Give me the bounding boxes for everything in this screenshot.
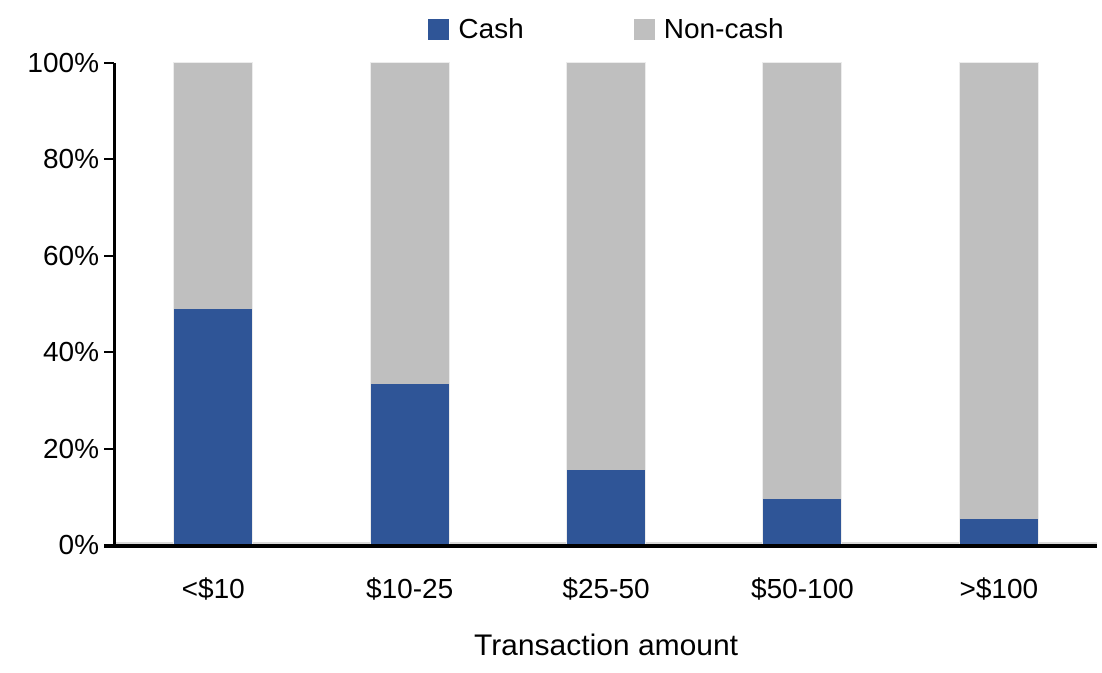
- x-axis-title: Transaction amount: [473, 629, 739, 662]
- y-tick-label: 80%: [42, 143, 99, 175]
- y-tick-label: 60%: [42, 239, 99, 271]
- y-axis-line: [113, 63, 116, 546]
- bar-segment-cash: [370, 383, 449, 545]
- legend-label: Cash: [458, 13, 524, 44]
- bar--10-25: [369, 62, 450, 546]
- x-axis-line: [104, 544, 1097, 548]
- y-axis-tick: [104, 447, 114, 450]
- x-tick-label: <$10: [181, 573, 245, 604]
- chart-legend: Cash Non-cash: [115, 14, 1097, 44]
- bar--10: [173, 62, 254, 546]
- y-axis-tick: [104, 158, 114, 161]
- y-tick-label: 40%: [42, 336, 99, 368]
- bar-segment-cash: [174, 308, 253, 545]
- bar-segment-cash: [763, 499, 842, 545]
- plot-area: [115, 62, 1097, 546]
- legend-item-cash: Cash: [428, 13, 524, 44]
- x-tick-label: $25-50: [562, 573, 650, 604]
- y-axis-tick: [104, 254, 114, 257]
- y-tick-label: 0%: [58, 529, 99, 560]
- y-axis-tick: [104, 62, 114, 64]
- x-tick-label: $10-25: [366, 573, 454, 604]
- bar--50-100: [762, 62, 843, 546]
- bar--100: [958, 62, 1039, 546]
- bar-segment-non-cash: [370, 63, 449, 384]
- legend-item-non-cash: Non-cash: [633, 13, 784, 44]
- y-tick-label: 100%: [27, 47, 99, 78]
- y-tick-label: 20%: [42, 432, 99, 464]
- legend-label: Non-cash: [663, 13, 784, 44]
- bar-segment-cash: [567, 470, 645, 545]
- legend-swatch-icon: [428, 18, 450, 40]
- bar-segment-non-cash: [959, 63, 1038, 519]
- y-axis-tick: [104, 351, 114, 354]
- bar--25-50: [566, 62, 646, 546]
- bar-segment-non-cash: [763, 63, 842, 500]
- x-tick-label: >$100: [959, 573, 1039, 604]
- bar-segment-cash: [959, 518, 1038, 545]
- bar-segment-non-cash: [567, 63, 645, 471]
- x-tick-label: $50-100: [751, 573, 854, 604]
- bar-segment-non-cash: [174, 63, 253, 309]
- legend-swatch-icon: [633, 18, 655, 40]
